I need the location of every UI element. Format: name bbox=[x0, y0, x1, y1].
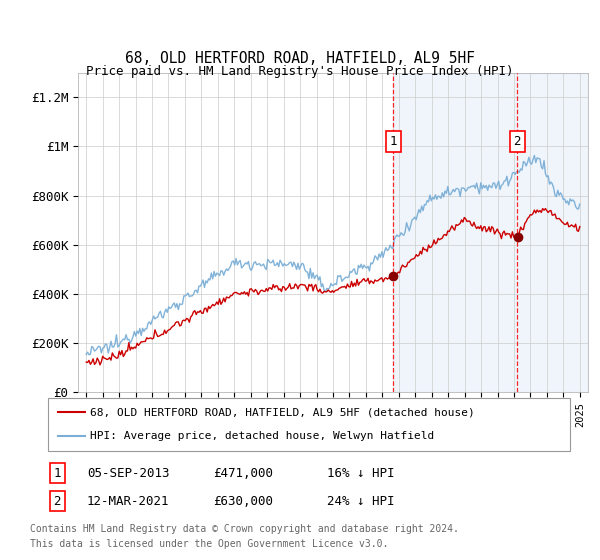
Text: 05-SEP-2013: 05-SEP-2013 bbox=[87, 466, 170, 480]
Text: 24% ↓ HPI: 24% ↓ HPI bbox=[327, 494, 395, 508]
Bar bbox=[394, 73, 588, 392]
Text: 2: 2 bbox=[514, 135, 521, 148]
Text: Contains HM Land Registry data © Crown copyright and database right 2024.: Contains HM Land Registry data © Crown c… bbox=[30, 524, 459, 534]
Text: 68, OLD HERTFORD ROAD, HATFIELD, AL9 5HF (detached house): 68, OLD HERTFORD ROAD, HATFIELD, AL9 5HF… bbox=[90, 408, 475, 418]
Text: 1: 1 bbox=[389, 135, 397, 148]
FancyBboxPatch shape bbox=[48, 398, 570, 451]
Text: HPI: Average price, detached house, Welwyn Hatfield: HPI: Average price, detached house, Welw… bbox=[90, 431, 434, 441]
Text: 68, OLD HERTFORD ROAD, HATFIELD, AL9 5HF: 68, OLD HERTFORD ROAD, HATFIELD, AL9 5HF bbox=[125, 52, 475, 66]
Text: £630,000: £630,000 bbox=[213, 494, 273, 508]
Text: 1: 1 bbox=[53, 466, 61, 480]
Text: £471,000: £471,000 bbox=[213, 466, 273, 480]
Text: 16% ↓ HPI: 16% ↓ HPI bbox=[327, 466, 395, 480]
Text: This data is licensed under the Open Government Licence v3.0.: This data is licensed under the Open Gov… bbox=[30, 539, 388, 549]
Text: 2: 2 bbox=[53, 494, 61, 508]
Text: 12-MAR-2021: 12-MAR-2021 bbox=[87, 494, 170, 508]
Text: Price paid vs. HM Land Registry's House Price Index (HPI): Price paid vs. HM Land Registry's House … bbox=[86, 65, 514, 78]
